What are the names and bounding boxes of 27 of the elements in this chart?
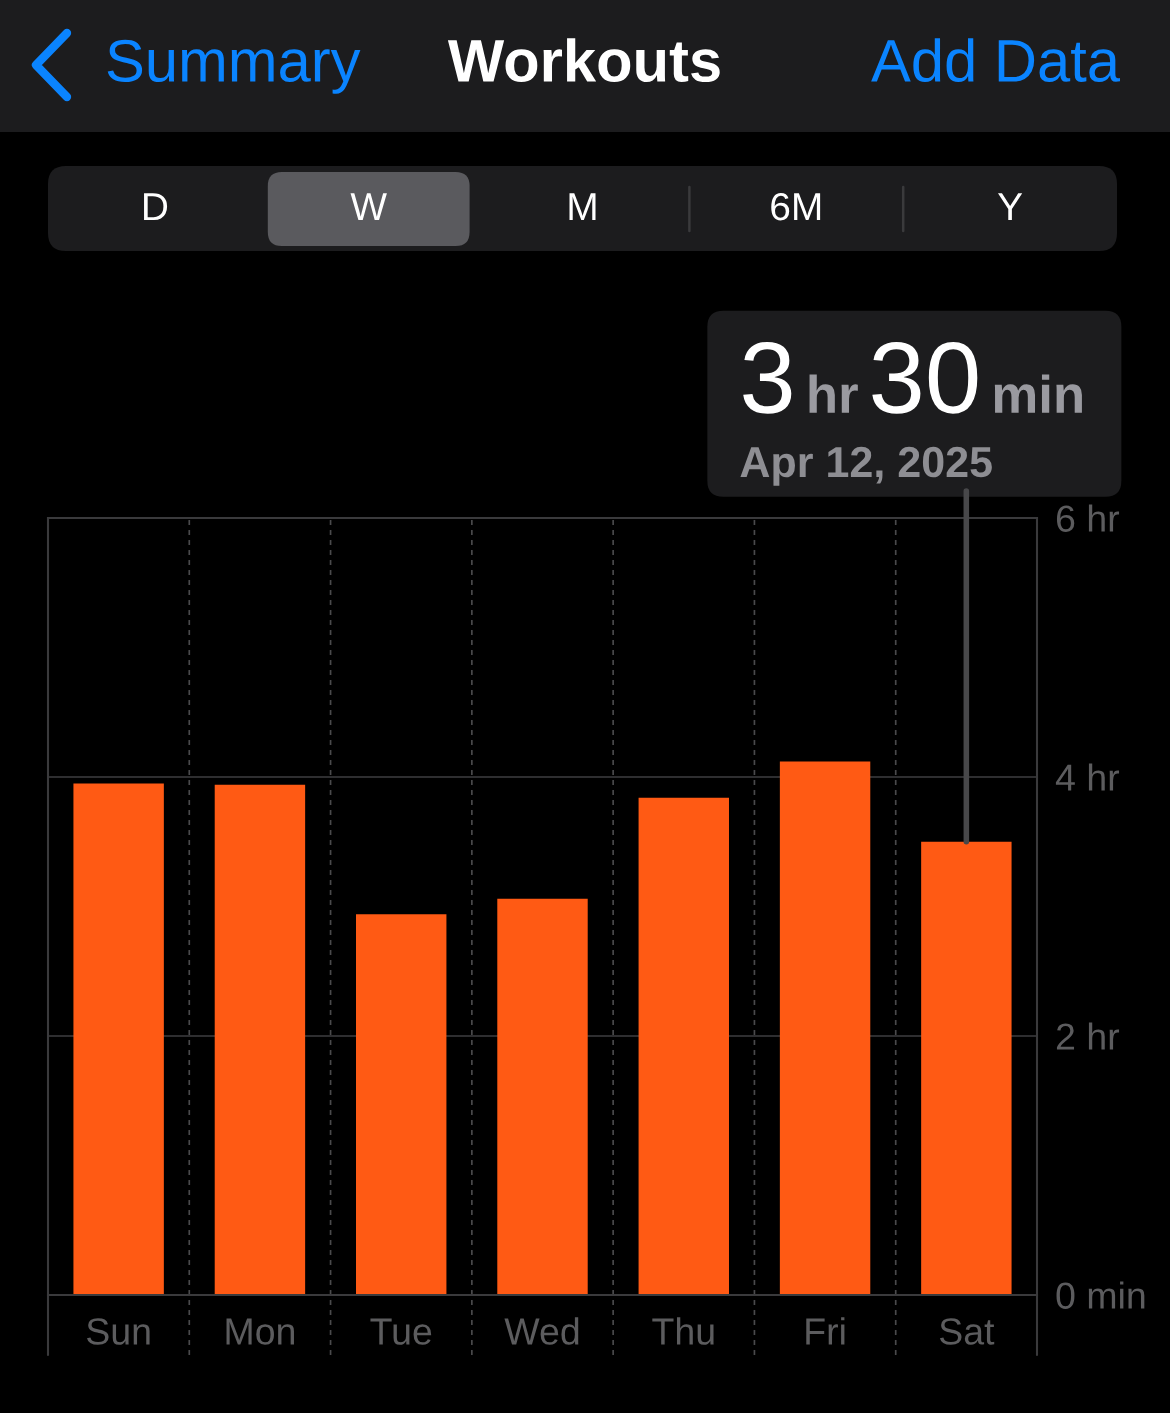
- bar: [497, 898, 588, 1295]
- text: Y: [997, 193, 1023, 221]
- x-tick-label: Sat: [939, 1318, 995, 1345]
- x-tick-label: Thu: [652, 1317, 714, 1345]
- x-tick-label: Mon: [226, 1318, 294, 1345]
- x-tick-label: Sun: [86, 1318, 150, 1345]
- annotation: Apr 12, 2025: [740, 446, 992, 486]
- x-tick-label: Fri: [806, 1317, 845, 1345]
- bar: [356, 914, 447, 1295]
- bar: [638, 797, 729, 1295]
- text: Add Data: [871, 38, 1121, 83]
- text: D: [144, 193, 168, 221]
- text: Summary: [107, 39, 361, 94]
- y-tick-label: 0 min: [1056, 1281, 1145, 1309]
- y-tick-label: 2 hr: [1056, 1022, 1120, 1050]
- bar: [73, 783, 164, 1295]
- chart-title: Workouts: [447, 38, 720, 83]
- text: 6M: [771, 192, 821, 221]
- bar: [214, 784, 306, 1295]
- x-tick-label: Wed: [504, 1317, 579, 1345]
- bar: [779, 761, 871, 1295]
- text: M: [569, 193, 596, 221]
- y-tick-label: 6 hr: [1056, 504, 1120, 532]
- y-tick-label: 4 hr: [1055, 763, 1120, 791]
- text: W: [350, 193, 387, 221]
- bar: [921, 841, 1012, 1295]
- x-tick-label: Tue: [370, 1318, 432, 1345]
